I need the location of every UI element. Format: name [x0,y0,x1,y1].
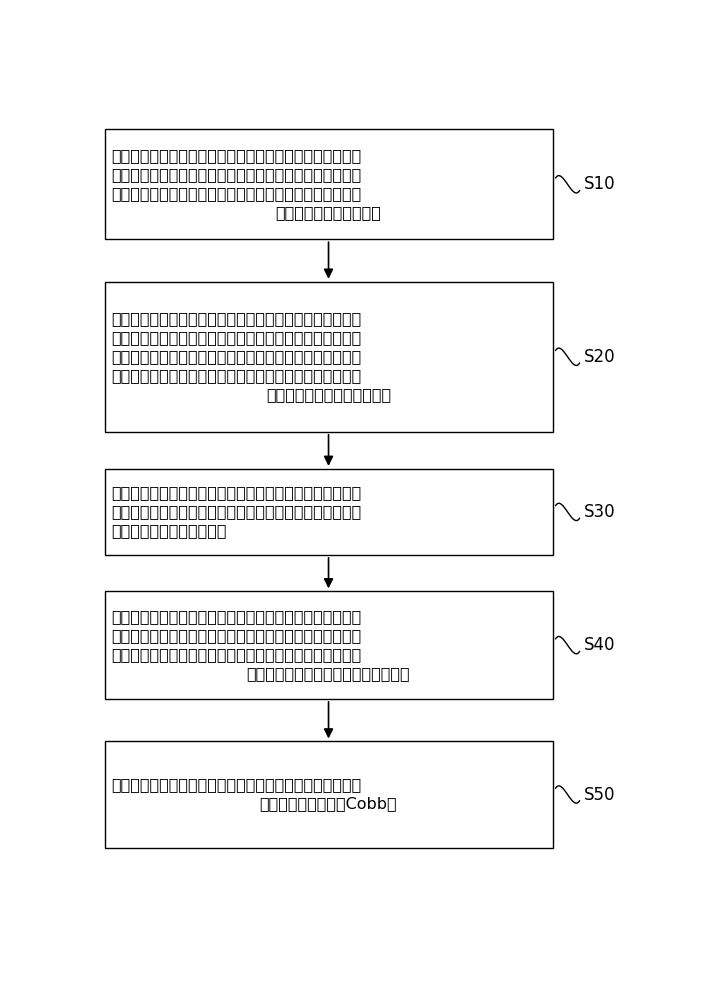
Text: 将所述候选框图像输入至预设关键点提取模型中，自所述候: 将所述候选框图像输入至预设关键点提取模型中，自所述候 [111,485,362,500]
Text: S30: S30 [584,503,616,521]
Text: 将调整后的所述待测量脊柱图像输入至预设神经网络模型，: 将调整后的所述待测量脊柱图像输入至预设神经网络模型， [111,311,362,326]
Text: ；一块椎骨关联四个关键点: ；一块椎骨关联四个关键点 [111,523,226,538]
Text: 像中与所述椎骨关联的所述关键点进行位置矫正，并根据位: 像中与所述椎骨关联的所述关键点进行位置矫正，并根据位 [111,647,362,662]
Text: S20: S20 [584,348,616,366]
Text: 倾斜概率最高的候选框图像，得到多张候选框图像；每张所: 倾斜概率最高的候选框图像，得到多张候选框图像；每张所 [111,349,362,364]
Text: 选框图像只对应一块所述椎骨: 选框图像只对应一块所述椎骨 [266,387,391,402]
Text: 根据修正后的所述候选框图像中的所述关键点，确定出用于: 根据修正后的所述候选框图像中的所述关键点，确定出用于 [111,777,362,792]
Text: S50: S50 [584,786,615,804]
Text: 自脊柱冠状位影像数据集中获取包含预设感兴趣区域的待测: 自脊柱冠状位影像数据集中获取包含预设感兴趣区域的待测 [111,148,362,163]
Text: 多张所述待测量脊柱图像: 多张所述待测量脊柱图像 [276,205,381,220]
Text: 述候选框图像中已定位出位于脊柱中的椎骨，且一张所述候: 述候选框图像中已定位出位于脊柱中的椎骨，且一张所述候 [111,368,362,383]
Text: 量脊柱图像，将获取的所有所述待测量脊柱图像调整为统一: 量脊柱图像，将获取的所有所述待测量脊柱图像调整为统一 [111,167,362,182]
Text: 的图形尺寸和窗宽窗位；所述脊柱冠状位影像数据集中包含: 的图形尺寸和窗宽窗位；所述脊柱冠状位影像数据集中包含 [111,186,362,201]
Text: 评估脊柱弯曲角度的Cobb角: 评估脊柱弯曲角度的Cobb角 [259,797,398,812]
FancyBboxPatch shape [104,469,553,555]
FancyBboxPatch shape [104,591,553,699]
Text: S40: S40 [584,636,615,654]
Text: 行编码并获取编码结果，根据所述编码结果对所述候选框图: 行编码并获取编码结果，根据所述编码结果对所述候选框图 [111,628,362,643]
FancyBboxPatch shape [104,741,553,848]
FancyBboxPatch shape [104,129,553,239]
Text: 置矫正结果对所述候选框图像进行修正: 置矫正结果对所述候选框图像进行修正 [247,666,410,681]
Text: 分别自所述待测量脊柱图像的预设感兴趣区域中提取出发生: 分别自所述待测量脊柱图像的预设感兴趣区域中提取出发生 [111,330,362,345]
Text: S10: S10 [584,175,616,193]
FancyBboxPatch shape [104,282,553,432]
Text: 选框图像中提取与已定位的所述椎骨关联的多分辨率关键点: 选框图像中提取与已定位的所述椎骨关联的多分辨率关键点 [111,504,362,519]
Text: 通过关键点矫正模型对各所述椎骨的所述关键点的相关性进: 通过关键点矫正模型对各所述椎骨的所述关键点的相关性进 [111,609,362,624]
